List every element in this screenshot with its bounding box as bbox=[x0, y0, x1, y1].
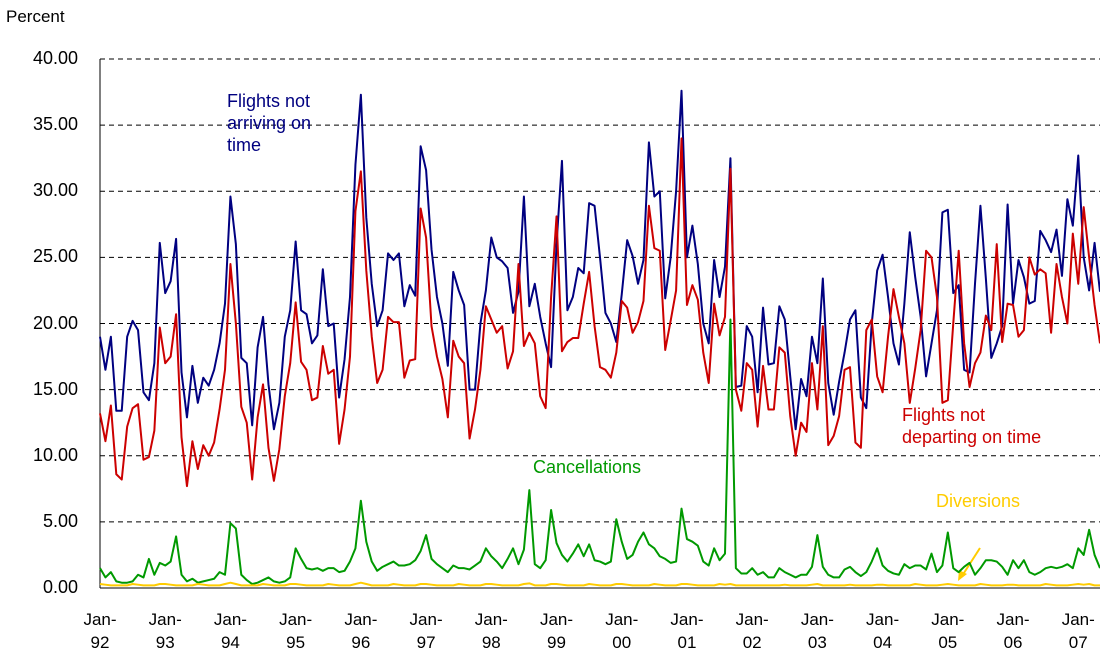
x-tick-label: Jan- 95 bbox=[279, 610, 313, 652]
arrow-head bbox=[958, 570, 967, 581]
annotation: Flights not departing on time bbox=[902, 405, 1042, 447]
y-tick-label: 30.00 bbox=[32, 180, 78, 201]
line-series bbox=[99, 318, 1100, 586]
line-series bbox=[99, 581, 1100, 587]
annotation: Flights not arriving on time bbox=[227, 91, 312, 155]
x-tick-label: Jan- 98 bbox=[474, 610, 508, 652]
x-tick-label: Jan- 93 bbox=[148, 610, 182, 652]
annotation: Cancellations bbox=[533, 457, 642, 477]
x-tick-label: Jan- 03 bbox=[800, 610, 834, 652]
x-tick-label: Jan- 00 bbox=[605, 610, 639, 652]
x-tick-label: Jan- 97 bbox=[409, 610, 443, 652]
y-tick-label: 35.00 bbox=[32, 114, 78, 135]
x-tick-label: Jan- 05 bbox=[931, 610, 965, 652]
line-series bbox=[99, 137, 1100, 488]
y-tick-label: 0.00 bbox=[42, 577, 78, 597]
annotation: Diversions bbox=[936, 491, 1021, 511]
x-tick-label: Jan- 96 bbox=[344, 610, 378, 652]
y-tick-label: 15.00 bbox=[32, 378, 78, 399]
y-tick-label: 25.00 bbox=[32, 246, 78, 267]
x-tick-label: Jan- 02 bbox=[735, 610, 769, 652]
y-tick-label: 20.00 bbox=[32, 312, 78, 333]
x-tick-label: Jan- 94 bbox=[213, 610, 247, 652]
x-tick-label: Jan- 07 bbox=[1061, 610, 1095, 652]
x-tick-label: Jan- 04 bbox=[866, 610, 900, 652]
x-tick-label: Jan- 99 bbox=[539, 610, 574, 652]
y-tick-label: 40.00 bbox=[32, 48, 78, 68]
x-tick-label: Jan- 06 bbox=[996, 610, 1030, 652]
line-series bbox=[99, 89, 1100, 431]
y-tick-label: 5.00 bbox=[42, 510, 78, 531]
y-tick-label: 10.00 bbox=[32, 444, 78, 465]
x-tick-label: Jan- 92 bbox=[83, 610, 117, 652]
x-tick-label: Jan- 01 bbox=[670, 610, 704, 652]
annotation-arrow bbox=[961, 547, 981, 577]
y-axis-label: Percent bbox=[6, 7, 65, 26]
